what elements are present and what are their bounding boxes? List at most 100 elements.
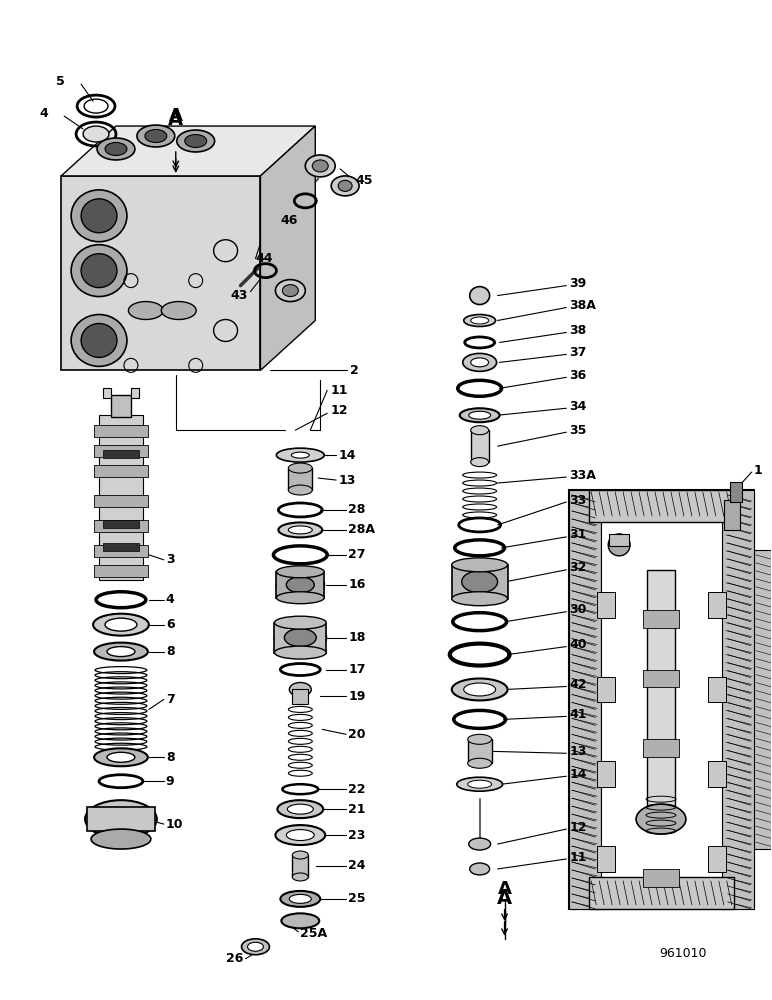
Bar xyxy=(94,425,148,437)
Ellipse shape xyxy=(289,485,312,495)
Ellipse shape xyxy=(280,891,320,907)
Text: 4: 4 xyxy=(39,107,48,120)
Bar xyxy=(598,761,615,787)
Bar xyxy=(598,592,615,618)
Bar xyxy=(569,490,601,909)
Text: 23: 23 xyxy=(348,829,365,842)
Text: 28A: 28A xyxy=(348,523,375,536)
Ellipse shape xyxy=(469,838,491,850)
Bar xyxy=(94,520,148,532)
Ellipse shape xyxy=(107,647,135,657)
Text: A: A xyxy=(498,880,512,898)
Text: 34: 34 xyxy=(569,400,587,413)
Ellipse shape xyxy=(91,829,151,849)
Bar xyxy=(111,395,131,417)
Bar xyxy=(293,855,308,877)
Ellipse shape xyxy=(161,302,196,320)
Text: 13: 13 xyxy=(338,474,356,487)
Text: 41: 41 xyxy=(569,708,587,721)
Ellipse shape xyxy=(71,315,127,366)
Text: 10: 10 xyxy=(166,818,183,831)
Ellipse shape xyxy=(452,679,507,700)
Bar xyxy=(598,846,615,872)
Bar xyxy=(609,534,629,546)
Ellipse shape xyxy=(468,780,492,788)
Text: 40: 40 xyxy=(569,638,587,651)
Text: 13: 13 xyxy=(569,745,587,758)
Ellipse shape xyxy=(293,873,308,881)
Text: 8: 8 xyxy=(166,751,174,764)
Bar xyxy=(289,468,312,490)
Ellipse shape xyxy=(94,748,148,766)
Ellipse shape xyxy=(469,411,491,419)
Text: 5: 5 xyxy=(56,75,65,88)
Ellipse shape xyxy=(277,800,323,818)
Text: 20: 20 xyxy=(348,728,366,741)
Text: 16: 16 xyxy=(348,578,365,591)
Text: 12: 12 xyxy=(330,404,347,417)
Text: 46: 46 xyxy=(280,214,298,227)
Bar xyxy=(61,176,260,370)
Bar xyxy=(708,846,726,872)
Text: 4: 4 xyxy=(166,593,174,606)
Ellipse shape xyxy=(105,142,127,155)
Text: 11: 11 xyxy=(330,384,347,397)
Text: 14: 14 xyxy=(569,768,587,781)
Text: 26: 26 xyxy=(225,952,243,965)
Ellipse shape xyxy=(452,558,507,572)
Text: 38A: 38A xyxy=(569,299,596,312)
Bar xyxy=(468,739,492,763)
Ellipse shape xyxy=(248,942,263,951)
Text: A: A xyxy=(497,889,512,908)
Ellipse shape xyxy=(71,190,127,242)
Ellipse shape xyxy=(81,199,117,233)
Bar xyxy=(647,570,675,829)
Text: 36: 36 xyxy=(569,369,587,382)
Bar xyxy=(708,592,726,618)
Ellipse shape xyxy=(331,176,359,196)
Bar xyxy=(103,520,139,528)
Ellipse shape xyxy=(93,614,149,636)
Bar xyxy=(99,415,143,580)
Ellipse shape xyxy=(462,353,496,371)
Polygon shape xyxy=(61,126,315,176)
Ellipse shape xyxy=(276,825,325,845)
Ellipse shape xyxy=(286,577,314,593)
Ellipse shape xyxy=(291,452,310,458)
Ellipse shape xyxy=(276,566,324,578)
Ellipse shape xyxy=(83,126,109,142)
Text: 22: 22 xyxy=(348,783,366,796)
Ellipse shape xyxy=(276,280,305,302)
Bar xyxy=(94,465,148,477)
Ellipse shape xyxy=(608,534,630,556)
Text: 2: 2 xyxy=(350,364,359,377)
Ellipse shape xyxy=(274,623,327,653)
Ellipse shape xyxy=(462,571,498,593)
Ellipse shape xyxy=(284,629,317,647)
Bar xyxy=(87,807,155,831)
Text: 33A: 33A xyxy=(569,469,596,482)
Bar xyxy=(274,623,327,653)
Text: 17: 17 xyxy=(348,663,366,676)
Ellipse shape xyxy=(305,155,335,177)
Ellipse shape xyxy=(177,130,215,152)
Ellipse shape xyxy=(471,426,489,435)
Ellipse shape xyxy=(279,522,322,537)
Ellipse shape xyxy=(469,863,489,875)
Bar xyxy=(94,445,148,457)
Text: 8: 8 xyxy=(166,645,174,658)
Text: 28: 28 xyxy=(348,503,365,516)
Bar xyxy=(569,490,753,909)
Ellipse shape xyxy=(471,317,489,324)
Ellipse shape xyxy=(287,804,313,814)
Bar xyxy=(708,677,726,702)
Text: 7: 7 xyxy=(166,693,174,706)
Text: 14: 14 xyxy=(338,449,356,462)
Text: 961010: 961010 xyxy=(659,947,706,960)
Text: 32: 32 xyxy=(569,561,587,574)
Ellipse shape xyxy=(71,245,127,297)
Text: 43: 43 xyxy=(231,289,248,302)
Ellipse shape xyxy=(464,315,496,326)
Bar xyxy=(643,670,679,687)
Bar xyxy=(598,677,615,702)
